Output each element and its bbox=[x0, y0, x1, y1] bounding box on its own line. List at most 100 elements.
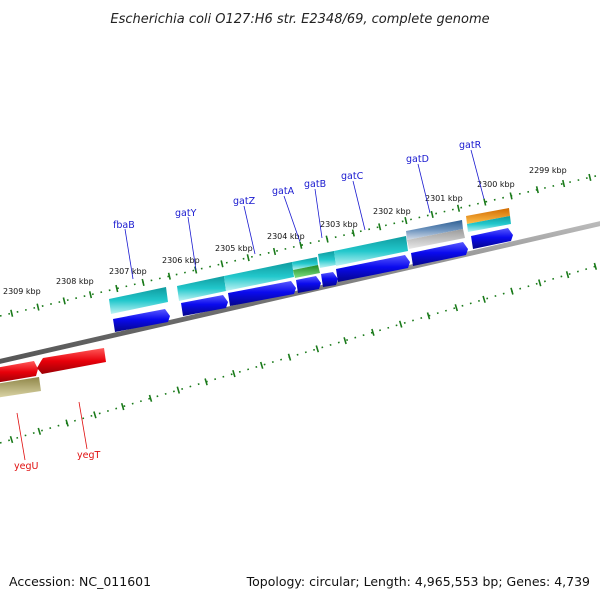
cds-arrow-gatA[interactable] bbox=[296, 276, 321, 293]
gene-feature-yegU[interactable] bbox=[0, 377, 41, 398]
cds-arrow-gatB[interactable] bbox=[321, 272, 338, 287]
inner-ruler bbox=[0, 262, 600, 444]
ruler-tick bbox=[120, 402, 125, 411]
connector-gatD bbox=[417, 163, 431, 214]
gene-feature-gatY[interactable] bbox=[177, 276, 226, 301]
cds-arrow-gatC[interactable] bbox=[336, 255, 410, 282]
ruler-tick bbox=[398, 320, 403, 328]
ruler-tick bbox=[259, 361, 264, 369]
cds-arrow-fbaB[interactable] bbox=[113, 309, 170, 332]
ruler-tick bbox=[272, 247, 277, 256]
ruler-tick bbox=[88, 291, 93, 299]
ruler-label: 2304 kbp bbox=[267, 232, 305, 241]
genome-title: Escherichia coli O127:H6 str. E2348/69, … bbox=[110, 12, 489, 27]
gene-labels: gatR gatD gatC gatB gatA gatZ gatY fbaB … bbox=[14, 140, 482, 472]
gene-label-gatC[interactable]: gatC bbox=[341, 171, 364, 182]
ruler-tick bbox=[565, 271, 570, 279]
gene-feature-fbaB[interactable] bbox=[109, 287, 168, 314]
gene-features-lower bbox=[0, 348, 106, 398]
ruler-tick bbox=[510, 287, 514, 295]
gene-feature-gatA-top[interactable] bbox=[292, 257, 318, 270]
cds-arrow-gatZ[interactable] bbox=[228, 281, 296, 306]
gene-feature-gatA[interactable] bbox=[293, 265, 320, 278]
ruler-tick bbox=[141, 278, 145, 286]
gene-label-gatD[interactable]: gatD bbox=[406, 154, 429, 165]
ruler-tick bbox=[36, 303, 40, 311]
gene-feature-gatD[interactable] bbox=[406, 220, 463, 240]
ruler-tick bbox=[430, 210, 434, 218]
ruler-tick bbox=[509, 192, 513, 200]
ruler-tick bbox=[299, 241, 303, 249]
ruler-tick bbox=[343, 337, 347, 345]
ruler-labels: 2299 kbp 2300 kbp 2301 kbp 2302 kbp 2303… bbox=[3, 166, 567, 296]
ruler-tick bbox=[371, 328, 375, 336]
ruler-tick bbox=[176, 386, 181, 394]
ruler-tick bbox=[482, 295, 486, 303]
ruler-tick bbox=[232, 369, 236, 378]
ruler-tick bbox=[148, 394, 153, 402]
gene-label-yegU[interactable]: yegU bbox=[14, 461, 38, 472]
ruler-tick bbox=[220, 260, 224, 268]
ruler-tick bbox=[454, 304, 459, 312]
ruler-tick bbox=[351, 229, 355, 237]
ruler-label: 2309 kbp bbox=[3, 287, 41, 296]
cds-arrow-gatY[interactable] bbox=[181, 295, 228, 316]
topology-text: Topology: circular; Length: 4,965,553 bp… bbox=[246, 574, 590, 589]
ruler-tick bbox=[37, 427, 42, 435]
gene-features-upper bbox=[109, 208, 513, 332]
ruler-label: 2306 kbp bbox=[162, 256, 200, 265]
accession-text: Accession: NC_011601 bbox=[9, 574, 151, 589]
gene-feature-gatR[interactable] bbox=[466, 208, 510, 224]
connector-yegT bbox=[78, 401, 88, 450]
ruler-label: 2308 kbp bbox=[56, 277, 94, 286]
gene-label-gatR[interactable]: gatR bbox=[459, 140, 482, 151]
connector-gatB bbox=[314, 188, 323, 239]
cds-arrow-gatR[interactable] bbox=[471, 228, 513, 249]
outer-ruler-major-ticks bbox=[10, 173, 592, 317]
ruler-tick bbox=[593, 262, 598, 270]
ruler-tick bbox=[115, 284, 119, 293]
ruler-tick bbox=[62, 297, 66, 305]
ruler-tick bbox=[9, 435, 14, 444]
ruler-label: 2307 kbp bbox=[109, 267, 147, 276]
ruler-tick bbox=[483, 198, 487, 206]
ruler-label: 2299 kbp bbox=[529, 166, 567, 175]
gene-feature-gatD-lower[interactable] bbox=[407, 229, 465, 249]
gene-label-gatB[interactable]: gatB bbox=[304, 179, 326, 190]
inner-ruler-dots bbox=[0, 264, 600, 444]
connector-gatR bbox=[470, 149, 485, 200]
ruler-label: 2302 kbp bbox=[373, 207, 411, 216]
inner-ruler-major-ticks bbox=[9, 262, 598, 444]
ruler-tick bbox=[315, 345, 320, 353]
ruler-tick bbox=[93, 411, 97, 419]
ruler-label: 2303 kbp bbox=[320, 220, 358, 229]
gene-feature-gatZ[interactable] bbox=[224, 262, 294, 291]
ruler-tick bbox=[404, 217, 408, 225]
connector-gatC bbox=[352, 180, 366, 231]
connector-yegU bbox=[16, 412, 26, 461]
connector-gatZ bbox=[243, 205, 256, 255]
gene-feature-gatC[interactable] bbox=[334, 236, 408, 266]
ruler-tick bbox=[426, 312, 431, 320]
gene-label-gatY[interactable]: gatY bbox=[175, 208, 197, 219]
gene-feature-gatR-lower[interactable] bbox=[467, 216, 511, 232]
gene-feature-gatB[interactable] bbox=[318, 251, 336, 268]
cds-arrow-yegU[interactable] bbox=[0, 361, 38, 383]
gene-label-gatZ[interactable]: gatZ bbox=[233, 196, 256, 207]
ruler-label: 2301 kbp bbox=[425, 194, 463, 203]
cds-arrow-yegT[interactable] bbox=[37, 348, 106, 374]
ruler-label: 2305 kbp bbox=[215, 244, 253, 253]
ruler-tick bbox=[246, 254, 250, 262]
gene-label-gatA[interactable]: gatA bbox=[272, 186, 295, 197]
ruler-tick bbox=[65, 419, 69, 427]
ruler-tick bbox=[325, 235, 329, 243]
gene-label-yegT[interactable]: yegT bbox=[77, 450, 100, 461]
connector-fbaB bbox=[124, 228, 134, 280]
connector-gatA bbox=[283, 195, 301, 243]
ruler-tick bbox=[535, 186, 539, 194]
ruler-tick bbox=[167, 272, 171, 280]
cds-arrow-gatD[interactable] bbox=[411, 242, 468, 266]
ruler-tick bbox=[562, 179, 566, 188]
gene-label-fbaB[interactable]: fbaB bbox=[113, 220, 135, 231]
